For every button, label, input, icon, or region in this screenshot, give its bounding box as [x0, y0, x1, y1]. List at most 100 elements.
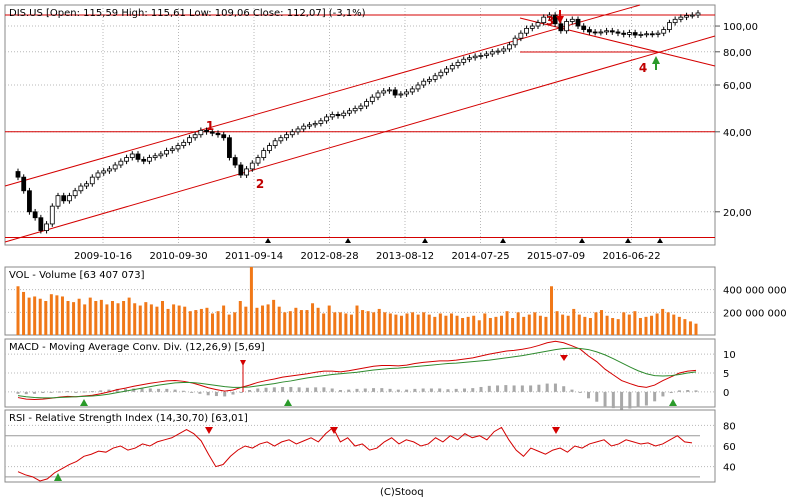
- candle-body: [587, 29, 592, 33]
- candle-body: [329, 114, 335, 118]
- candle-body: [232, 157, 238, 166]
- x-tick-label: 2010-09-30: [149, 251, 207, 262]
- volume-bar: [183, 306, 187, 335]
- volume-bar: [555, 311, 559, 335]
- candle-body: [198, 129, 204, 136]
- volume-bar: [266, 304, 270, 335]
- candle-body: [238, 164, 244, 176]
- volume-bar: [655, 313, 659, 335]
- macd-histogram-bar: [380, 388, 384, 392]
- rsi-line: [17, 426, 693, 482]
- candlesticks: [15, 10, 701, 234]
- volume-bar: [405, 313, 409, 335]
- downtrend-line: [519, 17, 716, 67]
- buy-arrow-icon: [652, 56, 660, 64]
- sell-signal-icon: [330, 427, 338, 434]
- candle-body: [512, 37, 518, 46]
- macd-histogram-bar: [429, 388, 433, 392]
- volume-bar: [438, 313, 442, 335]
- candle-body: [558, 23, 564, 32]
- volume-bar: [644, 316, 648, 335]
- annotation-label: 2: [256, 177, 264, 191]
- volume-bar: [172, 304, 176, 335]
- annotation-label: 3: [546, 14, 554, 28]
- macd-histogram-bar: [338, 390, 342, 392]
- volume-bar: [199, 308, 203, 335]
- volume-bar: [477, 320, 481, 335]
- candle-body: [655, 32, 661, 35]
- macd-histogram-bar: [24, 391, 28, 395]
- candle-body: [615, 31, 621, 34]
- volume-bar: [677, 316, 681, 335]
- macd-histogram-bar: [330, 388, 334, 392]
- macd-histogram-bar: [132, 388, 136, 392]
- macd-histogram-bar: [405, 389, 409, 392]
- horizontal-levels: [5, 14, 715, 239]
- volume-bar: [427, 314, 431, 335]
- volume-bar: [666, 312, 670, 335]
- macd-histogram-bar: [57, 391, 61, 393]
- volume-bar: [377, 308, 381, 335]
- volume-bar: [672, 314, 676, 335]
- candle-body: [478, 55, 484, 57]
- volume-bar: [394, 314, 398, 335]
- rsi-title: RSI - Relative Strength Index (14,30,70)…: [9, 413, 248, 424]
- candle-body: [501, 48, 507, 52]
- volume-bar: [38, 298, 42, 335]
- volume-bar: [283, 312, 287, 335]
- macd-title: MACD - Moving Average Conv. Div. (12,26,…: [9, 342, 265, 353]
- price-tick-label: 100,00: [723, 22, 758, 33]
- rsi-tick-label: 80: [723, 421, 736, 432]
- macd-histogram-bar: [661, 391, 665, 397]
- volume-bar: [311, 303, 315, 335]
- macd-histogram-bar: [289, 386, 293, 392]
- volume-bars: [16, 267, 698, 335]
- macd-histogram-bar: [198, 391, 202, 394]
- candle-body: [244, 168, 249, 176]
- x-tick-label: 2009-10-16: [74, 251, 132, 262]
- macd-histogram-bar: [653, 391, 657, 402]
- volume-bar: [288, 311, 292, 335]
- volume-bar: [122, 301, 126, 335]
- volume-bar: [227, 314, 231, 335]
- buy-signal-icon: [284, 399, 292, 406]
- candle-body: [472, 55, 478, 59]
- macd-histogram-bar: [99, 390, 103, 392]
- macd-tick-label: 10: [723, 350, 736, 361]
- candle-body: [129, 153, 135, 158]
- x-tick-label: 2012-08-28: [300, 251, 358, 262]
- macd-histogram-bar: [479, 386, 483, 392]
- volume-y-axis: 400 000 000 200 000 000: [723, 286, 787, 320]
- candle-body: [38, 217, 44, 231]
- macd-histogram-bar: [66, 391, 70, 393]
- candle-body: [529, 25, 535, 29]
- candle-body: [375, 92, 381, 98]
- period-marker: [265, 238, 271, 243]
- candle-body: [552, 14, 558, 25]
- macd-histogram-bar: [677, 390, 681, 392]
- period-marker: [422, 238, 428, 243]
- candle-body: [444, 68, 449, 73]
- upper-channel-line: [4, 4, 641, 187]
- candle-body: [192, 134, 198, 139]
- sell-signal-icon: [552, 427, 560, 434]
- macd-histogram-bar: [438, 388, 442, 392]
- candle-body: [518, 32, 524, 39]
- macd-histogram-bar: [107, 389, 111, 392]
- candle-body: [507, 44, 512, 50]
- volume-bar: [322, 313, 326, 335]
- macd-histogram-bar: [413, 388, 417, 392]
- sell-signal-icon: [560, 355, 568, 361]
- volume-bar: [638, 318, 642, 335]
- volume-bar: [144, 302, 148, 335]
- candle-body: [661, 29, 667, 34]
- candle-body: [678, 16, 684, 20]
- volume-bar: [177, 305, 181, 335]
- candle-body: [187, 137, 192, 143]
- macd-histogram-bar: [462, 388, 466, 392]
- candle-body: [49, 205, 55, 225]
- macd-tick-label: 5: [723, 369, 729, 380]
- volume-bar: [60, 296, 64, 335]
- macd-histogram-bar: [611, 391, 615, 409]
